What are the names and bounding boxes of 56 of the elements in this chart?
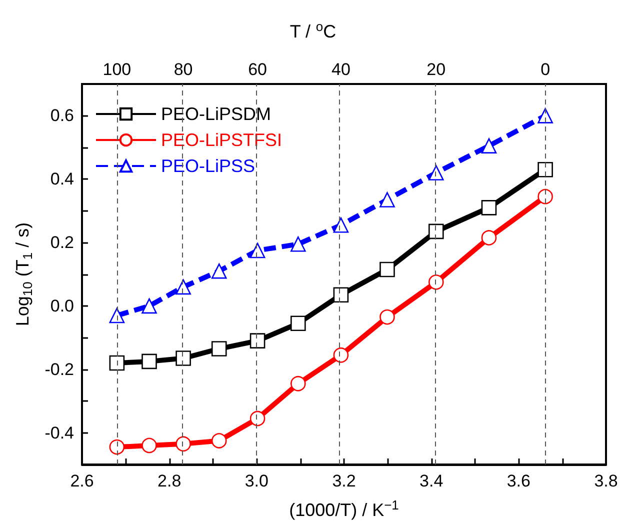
text: 40	[331, 60, 350, 79]
point	[333, 217, 349, 233]
x-tick-label: 3.4	[420, 472, 444, 490]
x-tick-label: 3.0	[244, 472, 268, 490]
point	[481, 230, 497, 246]
x-tick-label: 2.6	[70, 472, 94, 490]
point	[380, 309, 395, 325]
y-axis-title: Log10 (T1 / s)	[12, 222, 35, 326]
point	[333, 347, 349, 363]
point	[250, 333, 266, 348]
point	[176, 436, 191, 452]
point	[380, 262, 395, 278]
point	[538, 108, 553, 124]
y-tick-label: 0.0	[50, 296, 74, 316]
legend-label: PEO-LiPSS	[161, 156, 256, 176]
point	[380, 192, 395, 208]
x-tick-label: 3.6	[506, 472, 530, 490]
point	[481, 138, 497, 154]
point	[142, 298, 157, 314]
point	[109, 355, 125, 371]
point	[428, 274, 444, 290]
text: 20	[426, 60, 446, 79]
x-tick-label: 3.8	[594, 472, 618, 490]
point	[538, 188, 553, 204]
point	[142, 354, 157, 370]
point	[428, 224, 444, 240]
point	[250, 410, 266, 426]
y-tick-label: 0.2	[50, 233, 74, 252]
y-tick-label: 0.6	[50, 106, 74, 126]
legend-label: PEO-LiPSTFSI	[161, 130, 282, 150]
point	[333, 287, 349, 303]
point	[290, 316, 306, 332]
point	[211, 341, 227, 356]
point	[250, 242, 266, 258]
x-tick-label: 3.2	[332, 472, 356, 490]
text: 60	[248, 60, 267, 79]
point	[481, 200, 497, 216]
y-tick-label: -0.4	[44, 423, 74, 442]
point	[290, 236, 306, 252]
legend-label: PEO-LiPSDM	[161, 104, 272, 124]
point	[176, 279, 191, 295]
point	[109, 439, 125, 455]
y-tick-label: 0.4	[50, 170, 74, 189]
y-tick-label: -0.2	[44, 360, 74, 379]
point	[538, 162, 553, 178]
text: 100	[102, 60, 132, 79]
point	[211, 263, 227, 279]
point	[142, 438, 157, 454]
point	[109, 308, 125, 324]
point	[176, 350, 191, 366]
point	[211, 433, 227, 448]
text: 80	[174, 60, 193, 79]
point	[290, 376, 306, 392]
x-tick-label: 2.8	[158, 472, 182, 490]
text: 0	[540, 60, 550, 79]
point	[428, 165, 444, 180]
